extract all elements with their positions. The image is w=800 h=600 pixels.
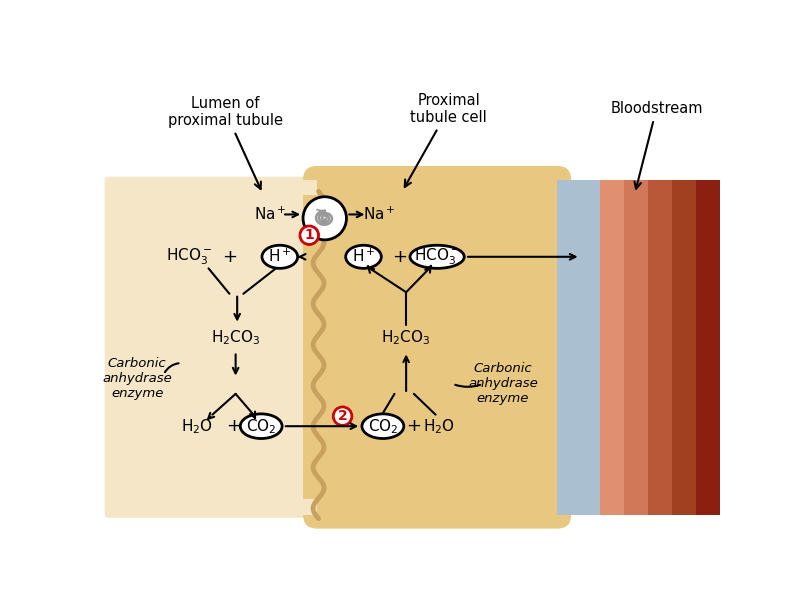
Text: Na$^+$: Na$^+$ xyxy=(362,206,395,223)
Text: HCO$_3^-$: HCO$_3^-$ xyxy=(414,247,460,267)
Text: Proximal
tubule cell: Proximal tubule cell xyxy=(405,93,487,187)
Text: H$_2$O: H$_2$O xyxy=(181,417,213,436)
Bar xyxy=(317,180,334,515)
Text: H$^+$: H$^+$ xyxy=(268,248,291,265)
Bar xyxy=(696,180,721,515)
Bar xyxy=(108,180,317,195)
Text: +: + xyxy=(393,248,407,266)
Text: H$_2$CO$_3$: H$_2$CO$_3$ xyxy=(211,328,261,347)
Text: Carbonic
anhydrase
enzyme: Carbonic anhydrase enzyme xyxy=(102,357,172,400)
Text: CO$_2$: CO$_2$ xyxy=(368,417,398,436)
Text: H$_2$CO$_3$: H$_2$CO$_3$ xyxy=(382,328,431,347)
Text: CO$_2$: CO$_2$ xyxy=(246,417,277,436)
Bar xyxy=(317,180,558,197)
Circle shape xyxy=(334,407,352,425)
Text: +: + xyxy=(406,417,422,435)
Text: Carbonic
anhydrase
enzyme: Carbonic anhydrase enzyme xyxy=(468,362,538,406)
Text: 2: 2 xyxy=(338,409,347,423)
Bar xyxy=(108,180,123,515)
Bar xyxy=(600,180,625,515)
Text: H$_2$O: H$_2$O xyxy=(423,417,455,436)
Bar xyxy=(672,180,697,515)
Bar xyxy=(108,499,317,515)
Bar xyxy=(648,180,673,515)
Text: H$^+$: H$^+$ xyxy=(352,248,375,265)
Bar xyxy=(317,498,558,515)
Text: +: + xyxy=(226,417,242,435)
Text: Lumen of
proximal tubule: Lumen of proximal tubule xyxy=(168,96,283,189)
Bar xyxy=(558,180,600,515)
Text: HCO$_3^-$: HCO$_3^-$ xyxy=(166,247,212,267)
FancyBboxPatch shape xyxy=(303,166,571,529)
Ellipse shape xyxy=(240,414,282,439)
Text: 1: 1 xyxy=(304,228,314,242)
FancyBboxPatch shape xyxy=(105,177,320,518)
Ellipse shape xyxy=(262,245,298,268)
Circle shape xyxy=(303,197,346,240)
Ellipse shape xyxy=(346,245,382,268)
Ellipse shape xyxy=(362,414,404,439)
Text: Na$^+$: Na$^+$ xyxy=(254,206,287,223)
Text: +: + xyxy=(222,248,237,266)
Ellipse shape xyxy=(410,245,464,268)
Text: Bloodstream: Bloodstream xyxy=(610,101,702,189)
Circle shape xyxy=(300,226,318,244)
Bar xyxy=(624,180,649,515)
